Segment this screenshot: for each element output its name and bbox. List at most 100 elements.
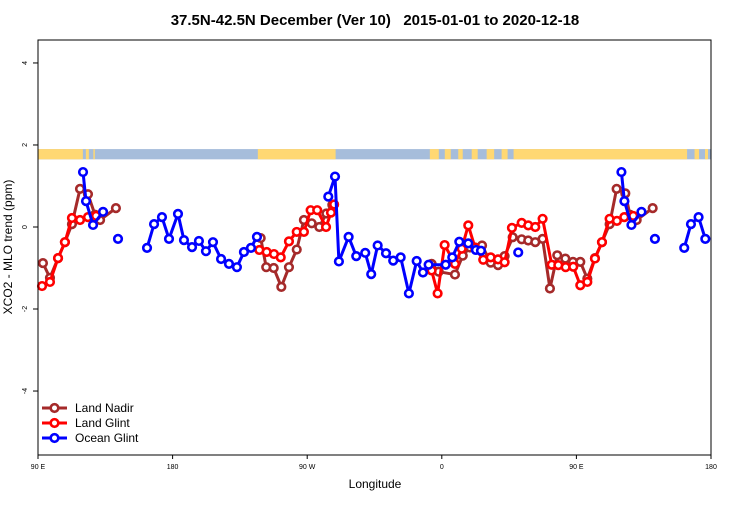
map-band-land	[38, 149, 83, 160]
data-point	[329, 171, 341, 182]
legend-marker	[49, 432, 60, 444]
data-point	[506, 222, 518, 233]
data-point	[552, 250, 563, 261]
data-point	[291, 244, 302, 255]
data-point	[544, 283, 556, 294]
data-point	[200, 246, 212, 257]
data-point	[112, 233, 124, 244]
legend-marker	[49, 402, 60, 414]
data-point	[693, 212, 704, 223]
data-point	[454, 236, 465, 247]
map-band-land	[85, 149, 89, 160]
data-point	[77, 166, 89, 178]
data-point	[148, 219, 160, 230]
map-band-land	[93, 149, 95, 160]
map-band-ocean	[38, 149, 711, 160]
legend-label: Land Nadir	[75, 401, 134, 415]
map-band-land	[458, 149, 463, 160]
data-point	[449, 269, 461, 280]
data-point	[403, 288, 414, 299]
data-point	[268, 262, 279, 274]
y-tick-label: 0	[22, 225, 29, 229]
data-point	[36, 280, 48, 292]
data-point	[343, 231, 354, 242]
plot-frame	[37, 39, 712, 456]
x-tick-label: 0	[440, 464, 444, 471]
data-point	[475, 245, 487, 256]
data-point	[333, 256, 345, 267]
legend-label: Ocean Glint	[75, 431, 139, 445]
data-point	[447, 252, 458, 263]
map-band	[38, 149, 711, 160]
data-point	[596, 237, 608, 248]
legend-item: Land Glint	[42, 416, 130, 430]
data-point	[325, 207, 337, 218]
data-point	[231, 262, 243, 273]
data-point	[611, 215, 623, 226]
data-point	[97, 206, 109, 217]
data-point	[74, 183, 86, 194]
y-axis: 4 2 0 -2 -4	[22, 61, 38, 394]
data-point	[66, 212, 78, 224]
map-band-land	[694, 149, 700, 160]
data-point	[223, 258, 235, 270]
series-group	[36, 166, 711, 299]
data-point	[513, 247, 524, 258]
y-axis-label: XCO2 - MLO trend (ppm)	[1, 180, 15, 315]
legend-marker	[49, 417, 60, 429]
data-point	[320, 221, 332, 233]
data-point	[360, 247, 371, 258]
series-line	[81, 171, 105, 227]
data-point	[619, 196, 630, 207]
data-point	[238, 246, 250, 258]
x-tick-label: 180	[167, 464, 179, 471]
series-ocean-glint	[77, 166, 711, 299]
data-point	[568, 261, 579, 272]
data-point	[193, 235, 205, 247]
data-point	[351, 251, 362, 262]
data-point	[423, 259, 434, 270]
series-land-glint	[36, 199, 639, 299]
legend-item: Ocean Glint	[42, 431, 139, 445]
data-point	[207, 237, 219, 248]
data-point	[283, 262, 295, 273]
map-band-land	[486, 149, 495, 160]
data-point	[323, 191, 334, 202]
data-point	[276, 281, 287, 292]
data-point	[649, 233, 661, 244]
data-point	[530, 221, 541, 233]
data-point	[499, 257, 510, 268]
y-tick-label: 2	[22, 143, 29, 147]
x-axis: 90 E 180 90 W 0 90 E 180	[31, 455, 717, 471]
data-point	[432, 288, 443, 299]
data-point	[87, 219, 99, 231]
data-point	[463, 220, 474, 231]
series-line	[682, 215, 707, 249]
data-point	[52, 253, 64, 264]
data-point	[372, 240, 383, 251]
data-point	[411, 255, 422, 267]
data-point	[74, 214, 86, 226]
data-point	[186, 241, 198, 253]
series-line	[41, 187, 117, 280]
x-tick-label: 180	[705, 464, 717, 471]
data-point	[298, 226, 310, 238]
data-point	[395, 252, 406, 263]
data-point	[275, 252, 286, 263]
x-axis-label: Longitude	[349, 477, 402, 491]
x-tick-label: 90 E	[31, 464, 46, 471]
chart-title: 37.5N-42.5N December (Ver 10) 2015-01-01…	[171, 12, 580, 29]
data-point	[647, 203, 658, 214]
data-point	[636, 206, 647, 217]
data-point	[582, 276, 593, 288]
legend-label: Land Glint	[75, 416, 130, 430]
y-tick-label: -2	[22, 306, 29, 312]
map-band-land	[444, 149, 451, 160]
map-band-land	[429, 149, 439, 160]
data-point	[685, 219, 697, 230]
data-point	[251, 231, 263, 242]
data-point	[589, 253, 601, 264]
data-point	[163, 233, 175, 244]
